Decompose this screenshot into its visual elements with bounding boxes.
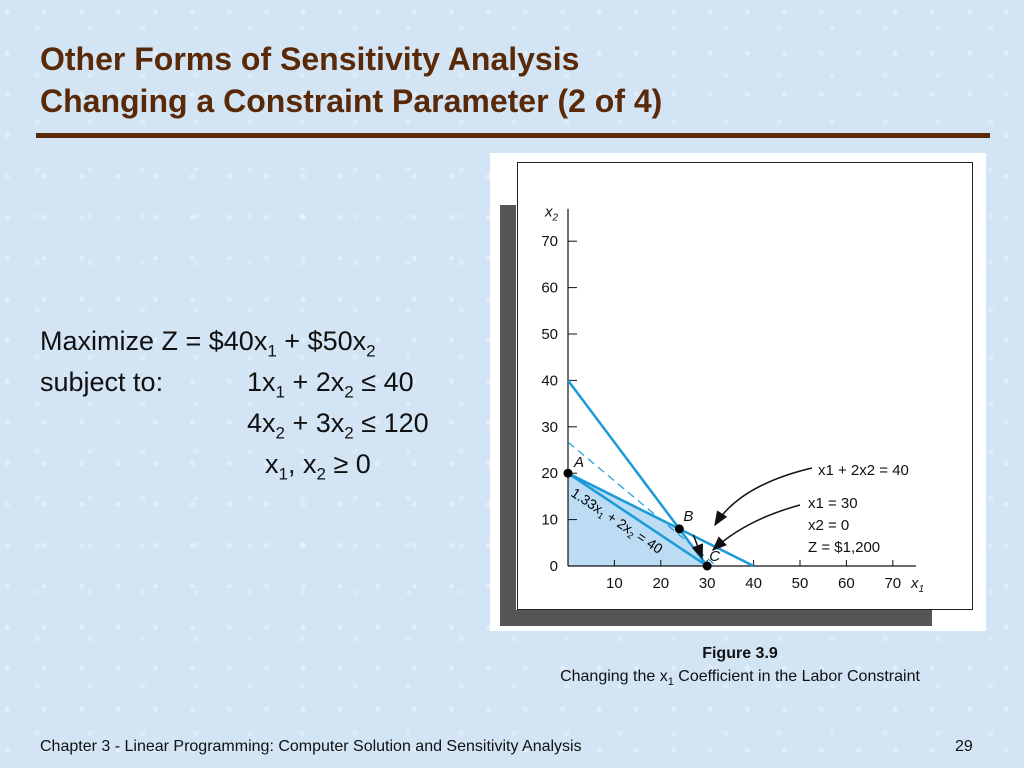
point-label-C: C <box>709 548 720 565</box>
subscript: 2 <box>316 464 326 484</box>
x-tick-label: 10 <box>606 575 623 592</box>
x-tick-label: 20 <box>652 575 669 592</box>
y-tick-label: 40 <box>541 372 558 389</box>
y-tick-label: 20 <box>541 465 558 482</box>
subscript: 1 <box>275 382 285 402</box>
subscript: 2 <box>344 423 354 443</box>
constraint-line-3 <box>567 379 709 567</box>
page-number: 29 <box>955 738 973 755</box>
constraint-clay: 4x2 + 3x2 ≤ 120 <box>247 408 429 443</box>
x-tick-label: 50 <box>792 575 809 592</box>
point-label-A: A <box>573 454 584 471</box>
corner-point-B <box>674 524 684 534</box>
objective-text: + $50x <box>276 326 367 356</box>
annotation-solution-line: x2 = 0 <box>808 517 849 534</box>
constraint-labor: 1x1 + 2x2 ≤ 40 <box>247 367 414 402</box>
constraint-rhs: ≥ 0 <box>325 449 371 479</box>
annotation-arrow <box>711 504 801 552</box>
constraint-text: , x <box>287 449 317 479</box>
annotation-constraint: x1 + 2x2 = 40 <box>818 462 909 479</box>
y-tick-label: 60 <box>541 280 558 297</box>
x-tick-label: 70 <box>884 575 901 592</box>
figure-shadow <box>500 610 932 626</box>
constraint-line-2 <box>567 472 708 568</box>
subscript: 1 <box>278 464 288 484</box>
y-tick-label: 50 <box>541 326 558 343</box>
annotation-arrow <box>714 467 813 527</box>
y-tick-label: 70 <box>541 233 558 250</box>
constraint-text: + 2x <box>285 367 345 397</box>
subscript: 2 <box>344 382 354 402</box>
x-tick-label: 40 <box>745 575 762 592</box>
constraint-rhs: ≤ 120 <box>353 408 429 438</box>
y-tick-label: 0 <box>550 558 558 575</box>
corner-point-C <box>702 561 712 571</box>
title-line-1: Other Forms of Sensitivity Analysis <box>40 41 580 77</box>
subscript: 2 <box>366 341 376 361</box>
title-divider <box>36 133 990 138</box>
x-axis-label: x1 <box>910 575 924 595</box>
x-tick-label: 30 <box>699 575 716 592</box>
constraint-rhs: ≤ 40 <box>353 367 414 397</box>
constraint-line-4 <box>567 441 717 567</box>
y-axis-label: x2 <box>544 204 559 224</box>
y-tick-label: 30 <box>541 419 558 436</box>
objective-function: Maximize Z = $40x1 + $50x2 <box>40 326 376 361</box>
figure-caption-text: Changing the x1 Coefficient in the Labor… <box>490 668 990 688</box>
slide-footer: Chapter 3 - Linear Programming: Computer… <box>40 738 582 755</box>
constraint-text: + 3x <box>285 408 345 438</box>
slide-title: Other Forms of Sensitivity Analysis Chan… <box>40 38 980 122</box>
point-label-B: B <box>683 508 693 525</box>
constraint-text: x <box>265 449 279 479</box>
subscript: 1 <box>667 676 674 689</box>
annotation-solution-line: Z = $1,200 <box>808 539 880 556</box>
caption-text: Coefficient in the Labor Constraint <box>673 668 920 685</box>
title-line-2: Changing a Constraint Parameter (2 of 4) <box>40 83 663 119</box>
corner-point-A <box>563 468 573 478</box>
subscript: 1 <box>267 341 277 361</box>
shift-arrow <box>691 534 703 560</box>
caption-text: Changing the x <box>560 668 668 685</box>
constraint-text: 4x <box>247 408 276 438</box>
annotation-solution-line: x1 = 30 <box>808 495 858 512</box>
figure-caption-title: Figure 3.9 <box>702 645 778 662</box>
subject-to-label: subject to: <box>40 367 164 397</box>
y-tick-label: 10 <box>541 512 558 529</box>
nonnegativity-constraint: x1, x2 ≥ 0 <box>265 449 371 484</box>
x-tick-label: 60 <box>838 575 855 592</box>
figure-shadow <box>500 205 516 625</box>
subscript: 2 <box>275 423 285 443</box>
objective-text: Maximize Z = $40x <box>40 326 268 356</box>
constraint-text: 1x <box>247 367 276 397</box>
